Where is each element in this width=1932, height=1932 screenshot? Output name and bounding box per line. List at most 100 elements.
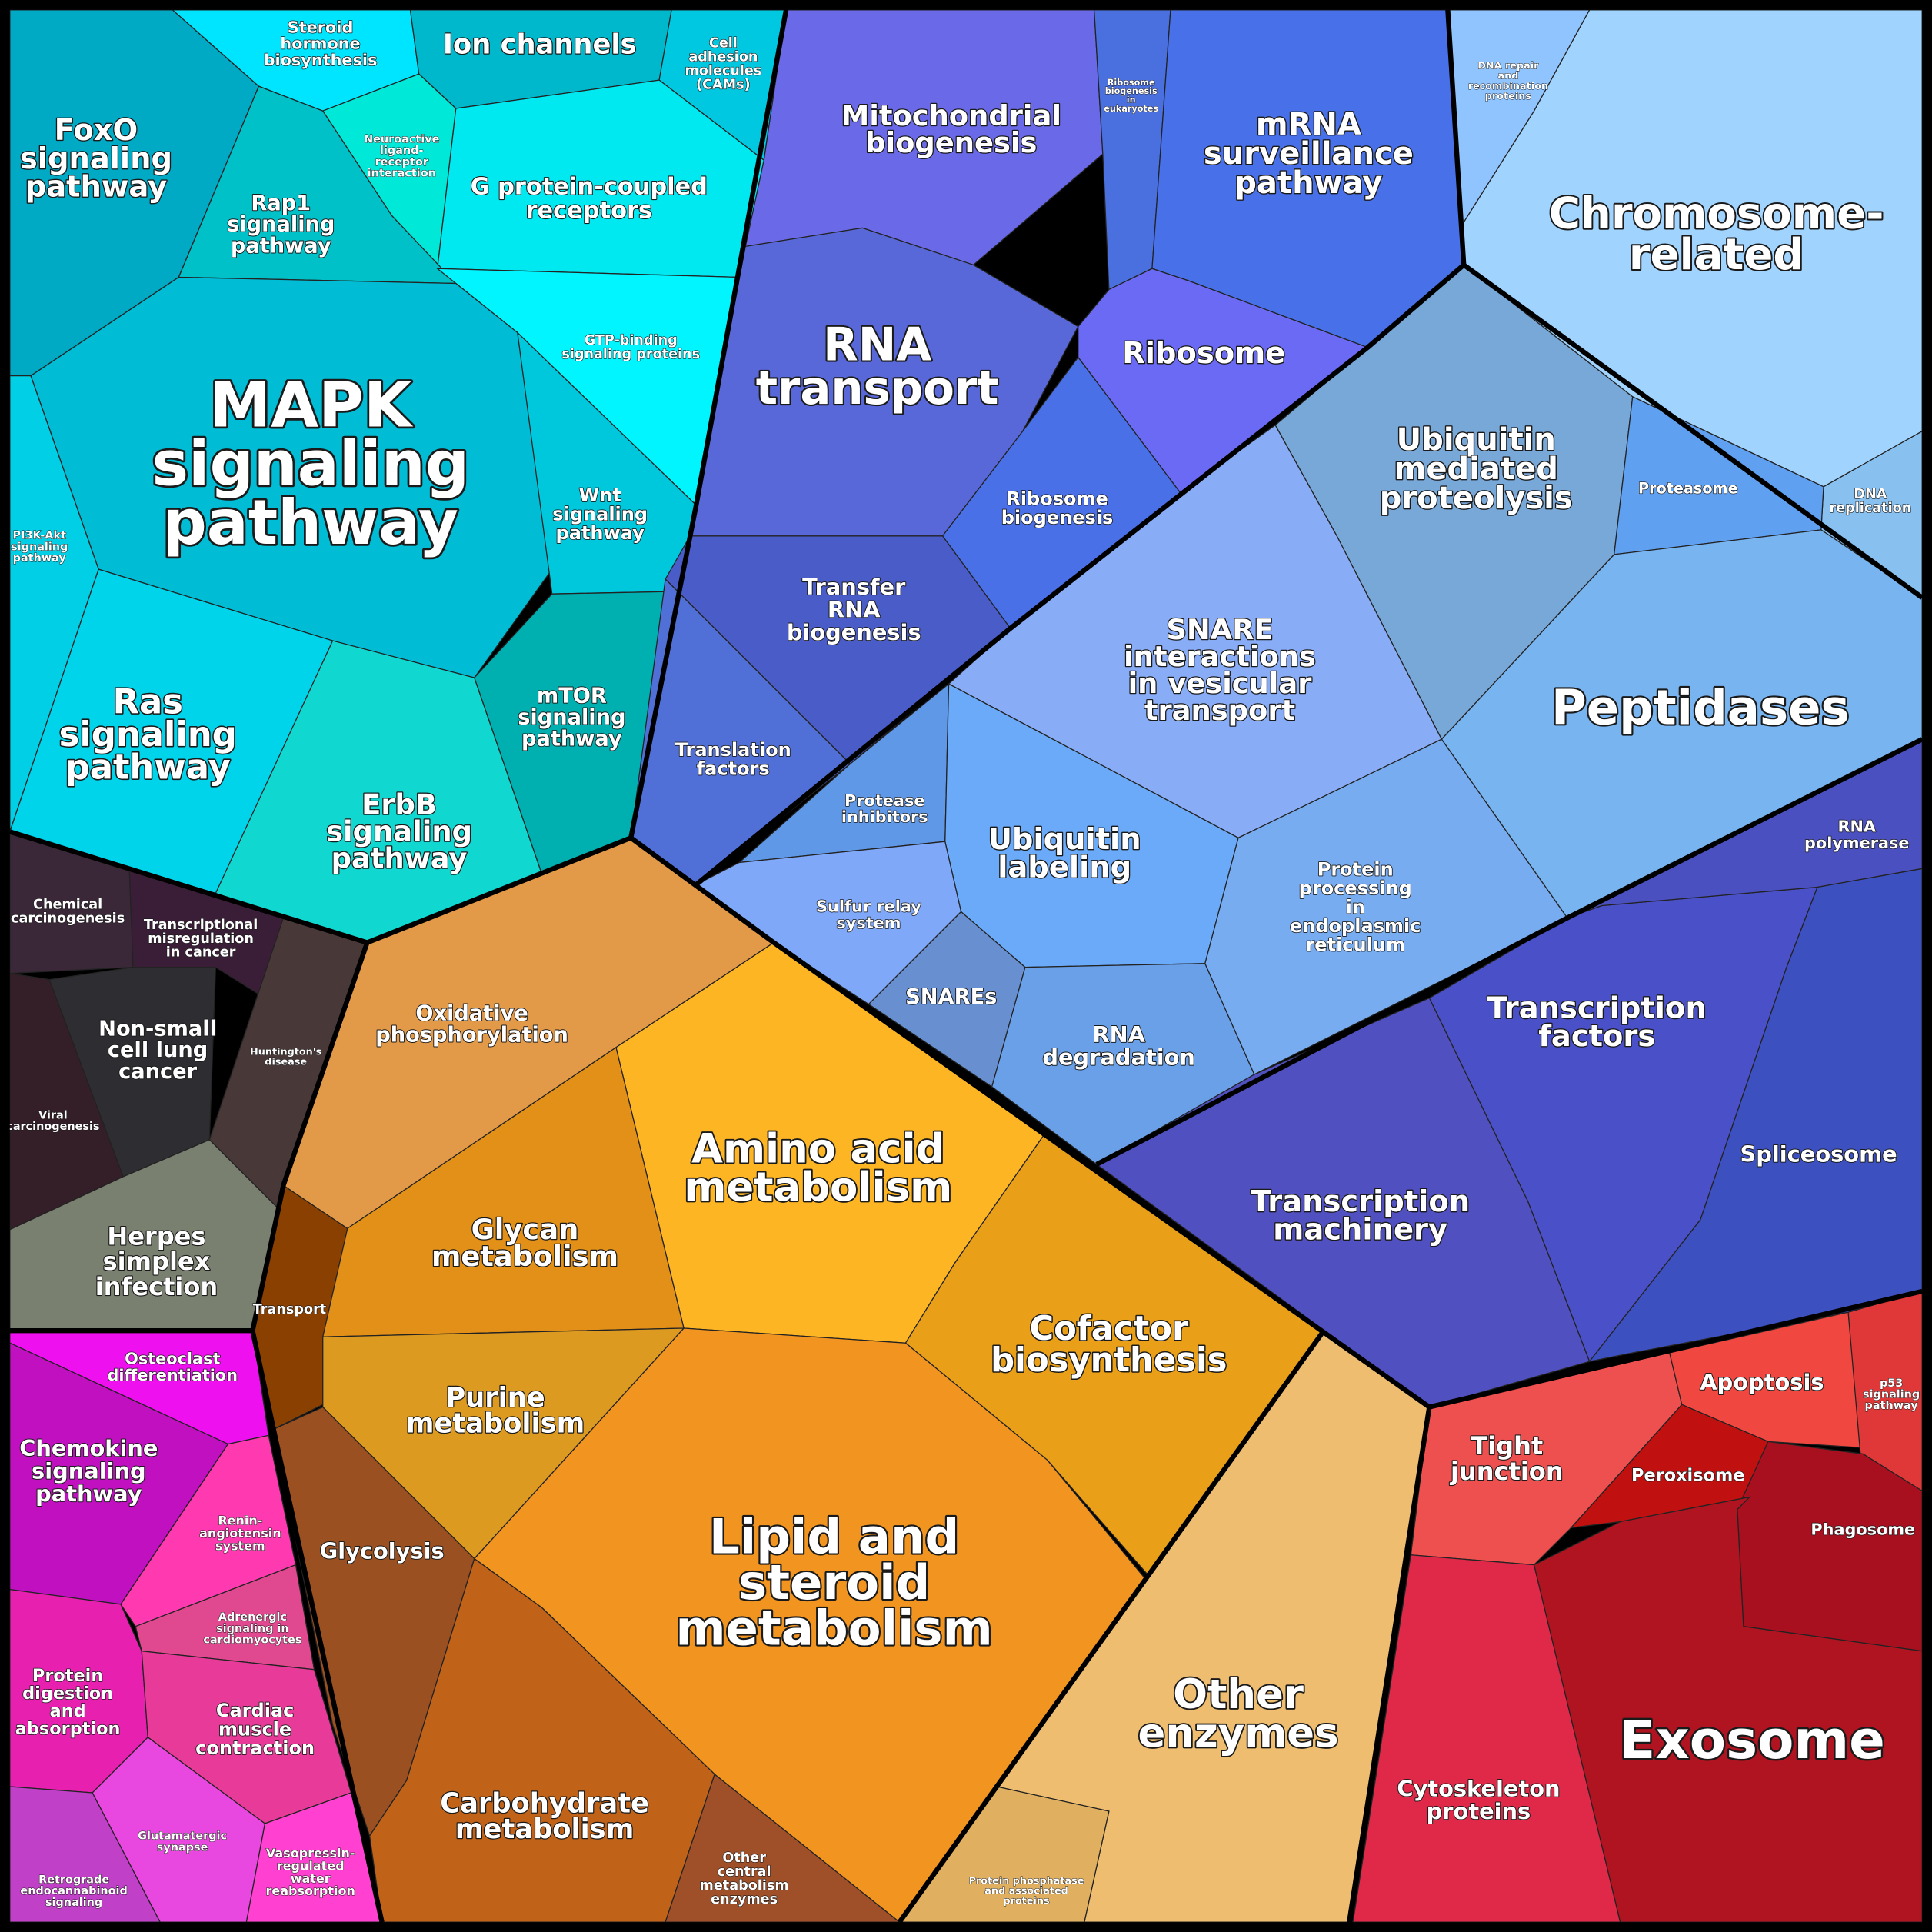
cell-label: cell lung <box>108 1038 208 1062</box>
cell-label: Peptidases <box>1551 679 1850 735</box>
cell-label: metabolism <box>455 1814 635 1845</box>
cell-label: biosynthesis <box>264 51 378 69</box>
cell-label: FoxO <box>55 113 138 148</box>
cell-label: Adrenergic <box>218 1611 287 1624</box>
cell-label: Ribosome <box>1122 336 1285 371</box>
cell-label: in <box>1127 95 1136 105</box>
cell-label: proteins <box>1485 91 1532 102</box>
cell-label: transport <box>1144 694 1295 727</box>
cell-label: PI3K-Akt <box>13 530 67 542</box>
cell-label: metabolism <box>684 1164 952 1211</box>
cell-label: replication <box>1830 501 1912 516</box>
cell-label: Transfer <box>802 574 906 600</box>
cell-label: pathway <box>162 487 458 558</box>
cell-label: disease <box>265 1057 307 1068</box>
group-border <box>250 1330 385 1923</box>
cell-label: misregulation <box>148 931 254 947</box>
cell-label: reabsorption <box>265 1884 355 1898</box>
cell-label: Non-small <box>98 1017 217 1041</box>
cell-label: Chemokine <box>19 1435 158 1461</box>
cell-label: water <box>291 1871 331 1886</box>
cell-label: signaling in <box>216 1623 288 1635</box>
cell-label: carcinogenesis <box>6 1121 99 1133</box>
cell-label: Cardiac <box>216 1700 295 1721</box>
cell-label: DNA <box>1854 487 1887 502</box>
cell-label: Proteasome <box>1638 480 1738 498</box>
cell-label: steroid <box>738 1554 930 1611</box>
cell-label: biosynthesis <box>991 1341 1227 1380</box>
cell-label: simplex <box>103 1247 211 1276</box>
cell-label: eukaryotes <box>1104 104 1158 114</box>
cell-label: in <box>1346 897 1365 918</box>
cell-label: phosphorylation <box>375 1023 568 1047</box>
cell <box>1204 738 1568 1075</box>
cell-label: ErbB <box>361 788 437 821</box>
cell-label: Transcriptional <box>144 918 258 933</box>
cell-label: signaling <box>20 142 172 176</box>
cell-label: endocannabinoid <box>20 1885 127 1897</box>
cell-label: cancer <box>118 1060 197 1084</box>
cell-label: biogenesis <box>865 126 1037 159</box>
labels: FoxOsignalingpathwaySteroidhormonebiosyn… <box>6 18 1920 1910</box>
cell-label: machinery <box>1273 1213 1447 1247</box>
cell-label: signaling proteins <box>561 347 700 362</box>
cell-label: Wnt <box>579 485 621 506</box>
cell-label: proteins <box>1427 1798 1531 1824</box>
cell-label: receptor <box>375 156 429 168</box>
cell-label: Mitochondrial <box>841 99 1061 132</box>
cell-label: system <box>836 914 901 932</box>
cell-label: Ubiquitin <box>988 822 1141 857</box>
cell-label: degradation <box>1042 1044 1195 1070</box>
cell-label: Oxidative <box>415 1002 528 1026</box>
cell-label: Transcription <box>1487 991 1707 1026</box>
cell-label: Protein <box>32 1666 103 1686</box>
cell-label: central <box>718 1864 771 1880</box>
cell-label: Glycolysis <box>320 1538 445 1564</box>
group-border <box>628 9 789 839</box>
cell-label: metabolism <box>675 1600 992 1656</box>
cell-label: interaction <box>368 168 436 180</box>
cell-label: and <box>1497 71 1518 82</box>
cell <box>1668 1311 1864 1449</box>
cell-label: MAPK <box>209 370 413 441</box>
cell-label: Huntington's <box>250 1047 322 1058</box>
cell-label: synapse <box>157 1841 208 1854</box>
cell-label: p53 <box>1880 1377 1903 1390</box>
cell-label: Purine <box>445 1382 545 1414</box>
cell-label: in vesicular <box>1128 667 1313 700</box>
cell-label: receptors <box>525 198 652 225</box>
cell-label: and <box>50 1701 86 1721</box>
cell-label: pathway <box>556 522 645 544</box>
cell-label: proteins <box>1003 1896 1050 1907</box>
cell-label: Glycan <box>471 1213 579 1246</box>
group-border <box>1095 737 1924 1167</box>
cell-label: endoplasmic <box>1290 915 1421 937</box>
cell-label: transport <box>756 361 999 415</box>
cell-label: signaling <box>227 213 335 237</box>
cell-label: Exosome <box>1619 1710 1885 1771</box>
cell-label: interactions <box>1124 640 1316 673</box>
cell-label: Phagosome <box>1810 1521 1915 1539</box>
cell-label: Cofactor <box>1029 1310 1188 1348</box>
cell-label: Steroid <box>288 18 354 36</box>
cell-label: ligand- <box>380 145 423 157</box>
group-border <box>1428 1288 1923 1410</box>
cells <box>8 9 1923 1924</box>
cell-label: factors <box>1538 1019 1655 1054</box>
cell-label: Sulfur relay <box>816 898 921 916</box>
cell-label: inhibitors <box>841 808 928 826</box>
cell-label: signaling <box>326 814 472 848</box>
cell-label: Cytoskeleton <box>1397 1775 1560 1801</box>
cell-label: reticulum <box>1305 934 1405 956</box>
cell-label: RNA <box>828 597 881 623</box>
cell-label: Other <box>722 1850 766 1866</box>
cell-label: Vasopressin- <box>266 1846 355 1860</box>
group-border <box>9 941 370 1334</box>
cell-label: RNA <box>1837 818 1876 836</box>
cell-label: biogenesis <box>787 619 921 645</box>
cell-label: G protein-coupled <box>471 174 708 201</box>
cell <box>1737 1441 1923 1652</box>
group-border <box>8 829 1431 1410</box>
group-border <box>695 263 1466 887</box>
cell-label: molecules <box>685 63 761 78</box>
